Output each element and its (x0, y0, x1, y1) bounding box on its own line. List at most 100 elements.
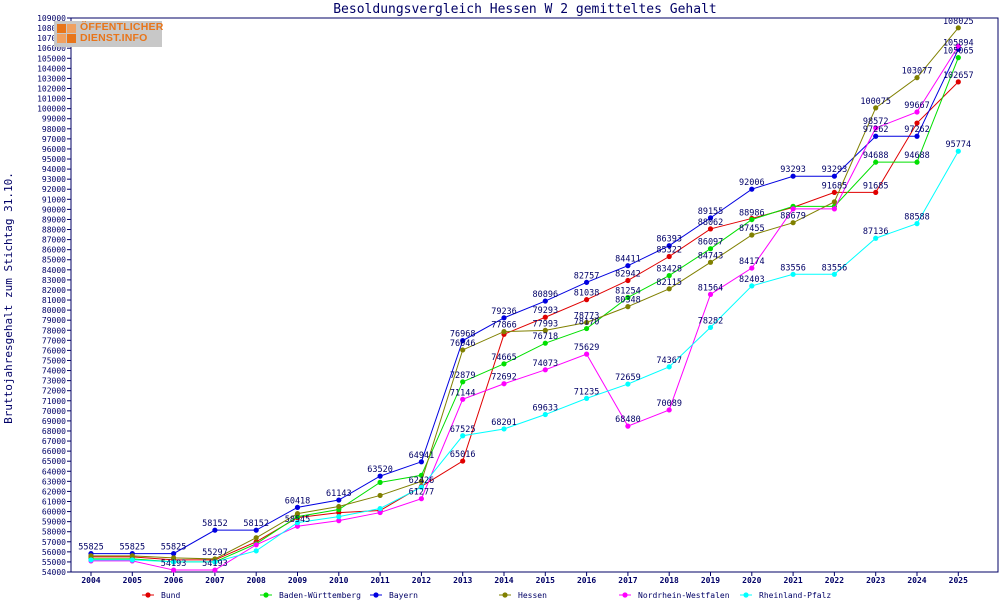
legend: Bund Baden-Württemberg Bayern Hessen Nordrhe… (142, 591, 831, 600)
legend-swatch-marker (373, 592, 379, 598)
data-point (542, 340, 548, 346)
data-point (666, 364, 672, 370)
x-tick-label: 2024 (907, 576, 926, 585)
x-tick-label: 2021 (783, 576, 802, 585)
data-point (88, 553, 94, 559)
data-point (914, 120, 920, 126)
data-point (212, 567, 218, 573)
data-label: 103077 (902, 67, 933, 77)
data-label: 58152 (202, 519, 228, 529)
data-point (253, 527, 259, 533)
legend-label: Rheinland-Pfalz (759, 591, 831, 600)
data-point (171, 559, 177, 565)
y-tick-label: 81000 (42, 296, 66, 305)
y-tick-label: 107000 (37, 34, 66, 43)
series (88, 43, 961, 573)
y-tick-label: 84000 (42, 266, 66, 275)
y-tick-label: 68000 (42, 427, 66, 436)
x-tick-label: 2011 (370, 576, 389, 585)
data-label: 92006 (739, 178, 765, 188)
series-line (91, 150, 959, 563)
y-tick-label: 61000 (42, 497, 66, 506)
data-label: 76968 (450, 330, 476, 340)
series (88, 79, 961, 563)
y-tick-label: 73000 (42, 377, 66, 386)
data-point (501, 426, 507, 432)
data-label: 82757 (574, 271, 600, 281)
data-point (831, 206, 838, 212)
data-point (873, 133, 879, 139)
data-point (749, 186, 755, 192)
y-axis-label: Bruttojahresgehalt zum Stichtag 31.10. (2, 172, 15, 424)
data-label: 80896 (533, 290, 559, 300)
y-tick-label: 57000 (42, 538, 66, 547)
data-point (955, 148, 961, 154)
data-point (625, 304, 631, 310)
data-label: 55825 (120, 543, 146, 553)
data-point (914, 221, 920, 227)
data-point (584, 325, 590, 332)
data-point (294, 504, 301, 510)
y-tick-label: 91000 (42, 195, 66, 204)
legend-label: Baden-Württemberg (279, 591, 361, 600)
data-point (955, 79, 961, 85)
y-tick-label: 86000 (42, 246, 66, 255)
data-label: 78170 (574, 318, 600, 328)
data-label: 74073 (533, 359, 559, 369)
data-point (171, 551, 177, 557)
data-point (212, 527, 218, 533)
data-label: 94688 (863, 151, 889, 161)
data-label: 77993 (533, 319, 559, 329)
data-point (253, 535, 259, 541)
data-label: 55297 (202, 548, 228, 558)
data-point (831, 173, 838, 179)
data-label: 54193 (161, 559, 187, 569)
y-tick-label: 92000 (42, 185, 66, 194)
data-point (666, 272, 672, 279)
data-point (749, 216, 755, 223)
y-tick-label: 89000 (42, 215, 66, 224)
data-point (955, 43, 961, 49)
logo-block-icon (67, 24, 76, 33)
data-point (460, 396, 466, 402)
data-point (88, 557, 94, 563)
data-label: 76046 (450, 339, 476, 349)
data-point (542, 327, 548, 333)
data-point (707, 259, 714, 265)
x-tick-label: 2016 (577, 576, 596, 585)
series-line (91, 27, 959, 560)
x-tick-label: 2009 (288, 576, 307, 585)
x-tick-label: 2020 (742, 576, 761, 585)
y-tick-label: 72000 (42, 387, 66, 396)
data-point (955, 55, 961, 61)
y-tick-label: 75000 (42, 356, 66, 365)
data-point (831, 199, 838, 205)
data-label: 88588 (904, 213, 930, 223)
data-point (418, 459, 424, 465)
data-label: 71144 (450, 388, 476, 398)
data-label: 68201 (491, 418, 517, 428)
data-label: 83556 (780, 263, 806, 273)
y-tick-label: 85000 (42, 256, 66, 265)
legend-label: Bayern (389, 591, 418, 600)
data-point (873, 189, 879, 196)
x-tick-label: 2004 (81, 576, 100, 585)
data-label: 68480 (615, 415, 641, 425)
data-label: 74367 (656, 356, 682, 366)
data-point (336, 518, 342, 524)
data-label: 91685 (863, 181, 889, 191)
data-point (831, 271, 838, 277)
y-tick-label: 66000 (42, 447, 66, 456)
y-tick-label: 71000 (42, 397, 66, 406)
x-tick-label: 2008 (247, 576, 266, 585)
logo-line-2: DIENST.INFO (80, 32, 148, 44)
y-tick-label: 62000 (42, 487, 66, 496)
data-point (790, 220, 796, 226)
data-label: 93293 (780, 165, 806, 175)
data-point (460, 433, 466, 439)
data-label: 88986 (739, 209, 765, 219)
data-label: 105894 (943, 38, 974, 48)
data-point (253, 542, 259, 548)
data-label: 81038 (574, 289, 600, 299)
x-tick-label: 2023 (866, 576, 885, 585)
